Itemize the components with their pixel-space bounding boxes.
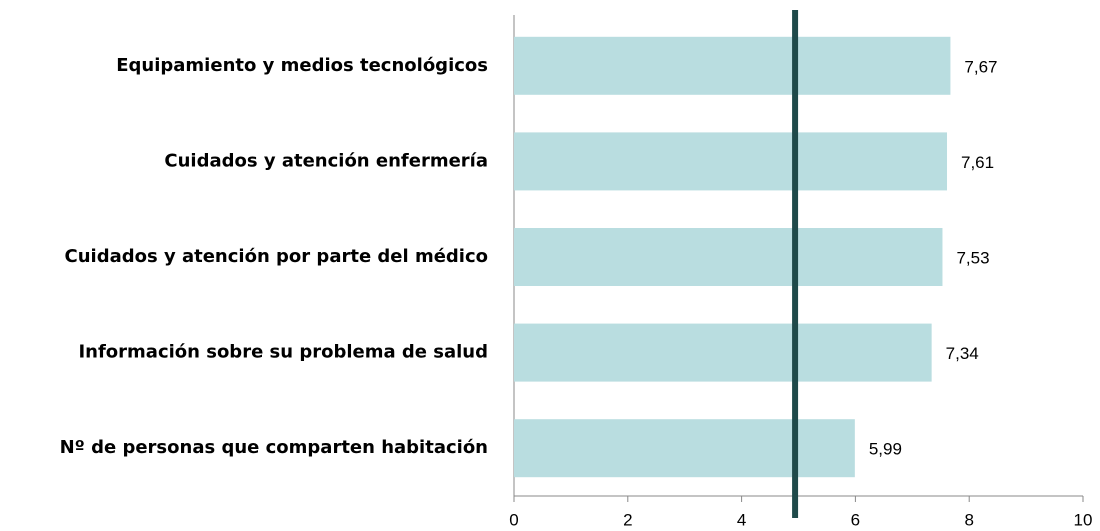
- x-tick-label: 10: [1074, 510, 1093, 529]
- value-label: 5,99: [869, 440, 902, 459]
- bar: [514, 323, 932, 382]
- category-label: Cuidados y atención enfermería: [164, 150, 488, 171]
- value-label: 7,53: [956, 248, 989, 267]
- category-label: Equipamiento y medios tecnológicos: [116, 55, 488, 76]
- bar: [514, 228, 943, 286]
- x-tick-label: 0: [509, 510, 518, 529]
- bar: [514, 419, 855, 478]
- x-tick-label: 2: [623, 510, 632, 529]
- x-tick-label: 4: [737, 510, 746, 529]
- category-label: Nº de personas que comparten habitación: [60, 437, 488, 458]
- bar: [514, 132, 948, 191]
- category-label: Información sobre su problema de salud: [78, 342, 488, 363]
- x-tick-label: 6: [851, 510, 860, 529]
- value-label: 7,34: [946, 344, 979, 363]
- x-tick-label: 8: [964, 510, 973, 529]
- bar: [514, 36, 951, 95]
- category-label: Cuidados y atención por parte del médico: [65, 246, 488, 267]
- value-label: 7,67: [964, 57, 997, 76]
- value-label: 7,61: [961, 153, 994, 172]
